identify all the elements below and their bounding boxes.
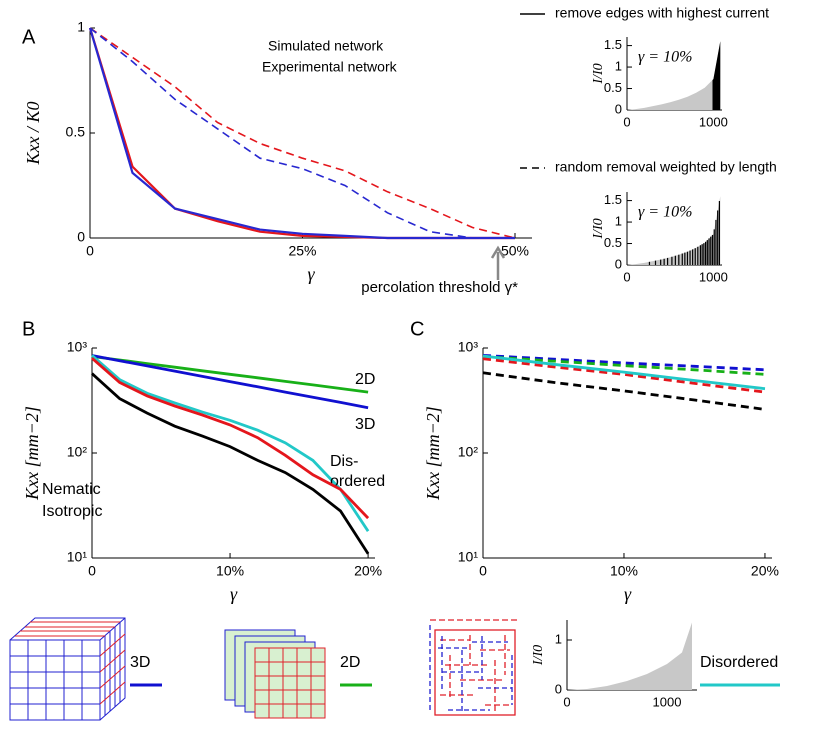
series-line	[91, 355, 369, 394]
y-tick-label: 0	[77, 229, 85, 245]
legend-title: remove edges with highest current	[555, 5, 769, 21]
series-line	[482, 354, 766, 391]
x-tick-label: 0	[479, 563, 487, 579]
series-line	[91, 357, 370, 520]
y-tick-label: 10¹	[67, 549, 88, 565]
x-tick-label: 20%	[354, 563, 382, 579]
series-line	[482, 355, 766, 376]
series-label: Nematic	[42, 481, 101, 498]
sorted-current-area	[627, 41, 721, 110]
y-tick-label: 0	[555, 681, 562, 696]
y-tick-label: 10²	[67, 444, 88, 460]
layers-2d	[224, 629, 326, 719]
series-line	[88, 27, 515, 240]
schematic-label: 2D	[340, 654, 360, 671]
inset-annotation: γ = 10%	[638, 204, 692, 221]
series-label: 2D	[355, 371, 375, 388]
series-label: ordered	[330, 473, 385, 490]
series-line	[482, 357, 766, 394]
x-tick-label: 0	[563, 694, 570, 709]
inset-annotation: γ = 10%	[638, 49, 692, 66]
series-label: 3D	[355, 416, 375, 433]
y-tick-label: 0.5	[604, 80, 622, 95]
x-tick-label: 20%	[751, 563, 779, 579]
series-line	[91, 372, 370, 555]
x-axis-label: γ	[307, 264, 315, 284]
x-tick-label: 50%	[501, 243, 529, 259]
y-tick-label: 1.5	[604, 37, 622, 52]
x-tick-label: 0	[86, 243, 94, 259]
legend-entry: Simulated network	[268, 38, 384, 54]
x-tick-label: 0	[623, 269, 630, 284]
removed-area	[712, 41, 721, 110]
y-axis-label: I/I0	[591, 218, 606, 239]
sorted-current-area	[567, 622, 692, 690]
series-line	[91, 354, 370, 532]
x-tick-label: 10%	[216, 563, 244, 579]
y-tick-label: 0.5	[604, 235, 622, 250]
x-tick-label: 1000	[699, 114, 728, 129]
disordered-network	[429, 619, 520, 716]
x-tick-label: 25%	[288, 243, 316, 259]
y-axis-label: I/I0	[591, 63, 606, 84]
x-tick-label: 1000	[699, 269, 728, 284]
panel-label: C	[410, 318, 424, 340]
y-tick-label: 0.5	[66, 124, 86, 140]
y-tick-label: 1	[615, 213, 622, 228]
y-tick-label: 10²	[458, 444, 479, 460]
x-tick-label: 10%	[610, 563, 638, 579]
x-axis-label: γ	[230, 584, 238, 604]
series-line	[482, 354, 766, 372]
panel-label: B	[22, 318, 35, 340]
series-line	[89, 27, 515, 239]
y-tick-label: 1	[615, 58, 622, 73]
y-axis-label: I/I0	[531, 645, 546, 666]
y-tick-label: 10³	[67, 339, 88, 355]
y-axis-label: Kxx / K0	[23, 102, 43, 166]
series-label: Dis-	[330, 453, 358, 470]
threshold-arrow	[490, 245, 506, 280]
schematic-label: 3D	[130, 654, 150, 671]
legend-title: random removal weighted by length	[555, 159, 777, 175]
y-tick-label: 0	[615, 101, 622, 116]
x-axis-label: γ	[624, 584, 632, 604]
y-tick-label: 0	[615, 256, 622, 271]
cube-3d	[9, 617, 126, 721]
series-line	[89, 27, 516, 239]
y-tick-label: 10³	[458, 339, 479, 355]
series-line	[482, 371, 766, 411]
x-tick-label: 0	[623, 114, 630, 129]
y-tick-label: 10¹	[458, 549, 479, 565]
x-tick-label: 0	[88, 563, 96, 579]
legend-entry: Experimental network	[262, 59, 398, 75]
sorted-current-area	[627, 196, 721, 265]
threshold-label: percolation threshold γ*	[361, 279, 518, 296]
y-axis-label: Kxx [mm−2]	[22, 406, 42, 501]
y-tick-label: 1	[77, 19, 85, 35]
y-tick-label: 1.5	[604, 192, 622, 207]
y-tick-label: 1	[555, 631, 562, 646]
series-line	[91, 354, 369, 410]
schematic-label: Disordered	[700, 654, 778, 671]
x-tick-label: 1000	[653, 694, 682, 709]
series-label: Isotropic	[42, 503, 102, 520]
y-axis-label: Kxx [mm−2]	[423, 406, 443, 501]
panel-label: A	[22, 26, 36, 48]
